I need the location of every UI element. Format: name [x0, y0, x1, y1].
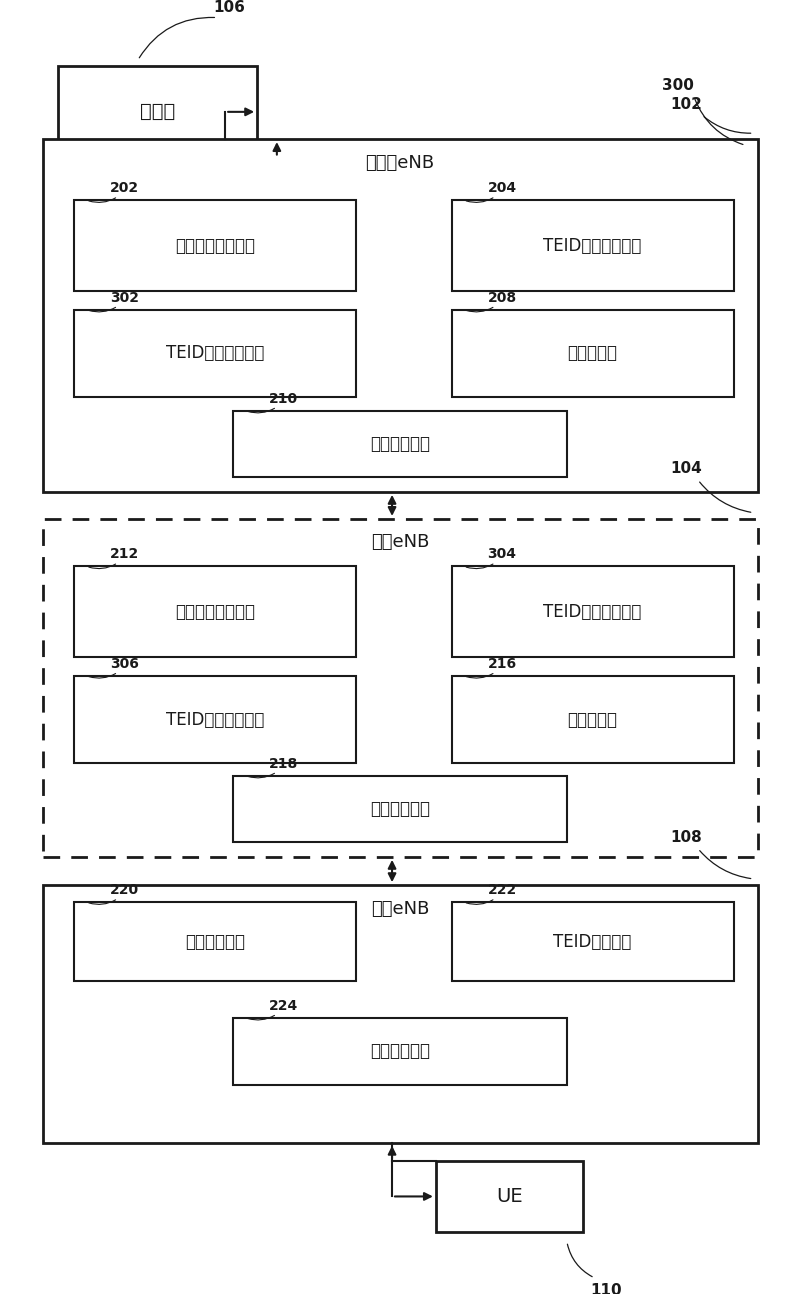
- Text: 220: 220: [110, 884, 139, 897]
- Text: 分组路由组件: 分组路由组件: [370, 1042, 430, 1060]
- Text: 连接请求组件: 连接请求组件: [186, 933, 246, 951]
- Bar: [58, 66, 257, 158]
- Text: 204: 204: [487, 181, 517, 195]
- Text: 供给方eNB: 供给方eNB: [366, 154, 434, 172]
- Bar: [452, 675, 734, 763]
- Text: TEID请求组件: TEID请求组件: [554, 933, 632, 951]
- Bar: [233, 410, 567, 477]
- Bar: [452, 567, 734, 657]
- Bar: [452, 309, 734, 397]
- Text: 110: 110: [590, 1282, 622, 1294]
- Text: 216: 216: [487, 657, 517, 670]
- Bar: [74, 309, 356, 397]
- Bar: [452, 201, 734, 291]
- Text: 核心网: 核心网: [140, 102, 175, 122]
- Text: TEID前缀生成组件: TEID前缀生成组件: [166, 344, 265, 362]
- Bar: [74, 675, 356, 763]
- Bar: [436, 1161, 582, 1232]
- Text: 218: 218: [269, 757, 298, 771]
- Text: UE: UE: [496, 1187, 522, 1206]
- Text: 104: 104: [670, 461, 702, 476]
- Bar: [74, 567, 356, 657]
- Text: 108: 108: [670, 829, 702, 845]
- Text: 210: 210: [269, 392, 298, 405]
- Text: 连接过程转发组件: 连接过程转发组件: [175, 603, 255, 621]
- Bar: [233, 775, 567, 842]
- Text: TEID请求接收组件: TEID请求接收组件: [543, 237, 642, 255]
- Bar: [42, 885, 758, 1143]
- Text: 路由表组件: 路由表组件: [568, 710, 618, 729]
- Bar: [74, 201, 356, 291]
- Bar: [74, 902, 356, 981]
- Bar: [233, 1017, 567, 1084]
- Text: 202: 202: [110, 181, 139, 195]
- Text: 连接请求接收组件: 连接请求接收组件: [175, 237, 255, 255]
- Text: 中继eNB: 中继eNB: [371, 899, 429, 917]
- Text: 路由表组件: 路由表组件: [568, 344, 618, 362]
- Text: 224: 224: [269, 999, 298, 1013]
- Text: 300: 300: [662, 78, 694, 93]
- Text: 分组路由组件: 分组路由组件: [370, 435, 430, 453]
- Bar: [42, 519, 758, 857]
- Text: 212: 212: [110, 547, 139, 562]
- Text: 222: 222: [487, 884, 517, 897]
- Bar: [42, 140, 758, 492]
- Bar: [452, 902, 734, 981]
- Text: TEID请求接收组件: TEID请求接收组件: [543, 603, 642, 621]
- Text: TEID前缀生成组件: TEID前缀生成组件: [166, 710, 265, 729]
- Text: 302: 302: [110, 291, 139, 304]
- Text: 中继eNB: 中继eNB: [371, 533, 429, 551]
- Text: 304: 304: [487, 547, 516, 562]
- Text: 106: 106: [214, 0, 245, 16]
- Text: 分组路由组件: 分组路由组件: [370, 800, 430, 818]
- Text: 306: 306: [110, 657, 139, 670]
- Text: 102: 102: [670, 97, 702, 113]
- Text: 208: 208: [487, 291, 517, 304]
